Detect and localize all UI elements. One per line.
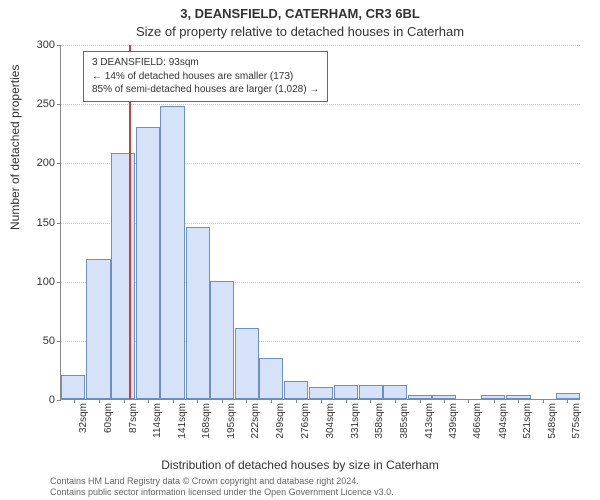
histogram-bar xyxy=(160,106,185,399)
attribution-line-2: Contains public sector information licen… xyxy=(50,487,590,498)
y-tick-label: 250 xyxy=(37,98,55,110)
legend-line-2: ← 14% of detached houses are smaller (17… xyxy=(92,70,319,84)
histogram-bar xyxy=(334,385,358,399)
chart-container: 3, DEANSFIELD, CATERHAM, CR3 6BL Size of… xyxy=(0,0,600,500)
x-tick-label: 168sqm xyxy=(201,403,212,439)
y-tick-label: 100 xyxy=(37,276,55,288)
histogram-bar xyxy=(284,381,308,399)
page-subtitle: Size of property relative to detached ho… xyxy=(0,24,600,39)
histogram-bar xyxy=(383,385,407,399)
histogram-bar xyxy=(235,328,259,399)
y-tick-mark xyxy=(57,341,61,342)
histogram-bar xyxy=(359,385,383,399)
y-tick-label: 300 xyxy=(37,39,55,51)
y-tick-mark xyxy=(57,223,61,224)
x-tick-label: 466sqm xyxy=(472,403,483,439)
histogram-bar xyxy=(186,227,210,399)
y-tick-label: 150 xyxy=(37,217,55,229)
x-tick-label: 304sqm xyxy=(325,403,336,439)
x-tick-mark xyxy=(444,399,445,403)
histogram-bar xyxy=(259,358,283,399)
x-tick-mark xyxy=(197,399,198,403)
x-tick-label: 195sqm xyxy=(226,403,237,439)
x-tick-mark xyxy=(222,399,223,403)
x-tick-label: 331sqm xyxy=(350,403,361,439)
y-axis-label: Number of detached properties xyxy=(8,65,22,230)
x-tick-label: 413sqm xyxy=(424,403,435,439)
x-tick-mark xyxy=(74,399,75,403)
y-tick-mark xyxy=(57,45,61,46)
x-tick-mark xyxy=(543,399,544,403)
plot-area: 05010015020025030032sqm60sqm87sqm114sqm1… xyxy=(60,45,580,400)
x-tick-mark xyxy=(395,399,396,403)
gridline xyxy=(61,45,580,46)
x-tick-mark xyxy=(246,399,247,403)
x-tick-label: 222sqm xyxy=(250,403,261,439)
y-tick-label: 50 xyxy=(43,335,55,347)
legend-box: 3 DEANSFIELD: 93sqm ← 14% of detached ho… xyxy=(83,51,328,102)
x-axis-label: Distribution of detached houses by size … xyxy=(0,458,600,472)
x-tick-mark xyxy=(346,399,347,403)
x-tick-mark xyxy=(518,399,519,403)
x-tick-label: 87sqm xyxy=(128,403,139,433)
y-tick-label: 0 xyxy=(49,394,55,406)
x-tick-label: 439sqm xyxy=(448,403,459,439)
histogram-bar xyxy=(210,281,234,399)
x-tick-mark xyxy=(567,399,568,403)
x-tick-label: 276sqm xyxy=(300,403,311,439)
x-tick-label: 32sqm xyxy=(78,403,89,433)
y-tick-label: 200 xyxy=(37,157,55,169)
x-tick-label: 249sqm xyxy=(275,403,286,439)
attribution: Contains HM Land Registry data © Crown c… xyxy=(50,476,590,498)
gridline xyxy=(61,104,580,105)
histogram-bar xyxy=(136,127,160,399)
x-tick-label: 141sqm xyxy=(177,403,188,439)
histogram-bar xyxy=(309,387,334,399)
histogram-bar xyxy=(111,153,135,399)
y-tick-mark xyxy=(57,400,61,401)
x-tick-mark xyxy=(271,399,272,403)
histogram-bar xyxy=(61,375,85,399)
x-tick-mark xyxy=(173,399,174,403)
x-tick-label: 60sqm xyxy=(103,403,114,433)
x-tick-mark xyxy=(494,399,495,403)
x-tick-label: 494sqm xyxy=(498,403,509,439)
histogram-bar xyxy=(86,259,111,399)
y-tick-mark xyxy=(57,163,61,164)
x-tick-label: 114sqm xyxy=(152,403,163,438)
x-tick-mark xyxy=(468,399,469,403)
legend-line-3: 85% of semi-detached houses are larger (… xyxy=(92,83,319,97)
x-tick-mark xyxy=(420,399,421,403)
y-tick-mark xyxy=(57,104,61,105)
x-tick-mark xyxy=(296,399,297,403)
x-tick-mark xyxy=(148,399,149,403)
x-tick-mark xyxy=(99,399,100,403)
x-tick-mark xyxy=(124,399,125,403)
x-tick-mark xyxy=(321,399,322,403)
x-tick-mark xyxy=(370,399,371,403)
x-tick-label: 575sqm xyxy=(571,403,582,439)
y-tick-mark xyxy=(57,282,61,283)
x-tick-label: 548sqm xyxy=(547,403,558,439)
page-title: 3, DEANSFIELD, CATERHAM, CR3 6BL xyxy=(0,6,600,21)
legend-line-1: 3 DEANSFIELD: 93sqm xyxy=(92,56,319,70)
attribution-line-1: Contains HM Land Registry data © Crown c… xyxy=(50,476,590,487)
x-tick-label: 358sqm xyxy=(374,403,385,439)
x-tick-label: 521sqm xyxy=(522,403,533,439)
x-tick-label: 385sqm xyxy=(399,403,410,439)
